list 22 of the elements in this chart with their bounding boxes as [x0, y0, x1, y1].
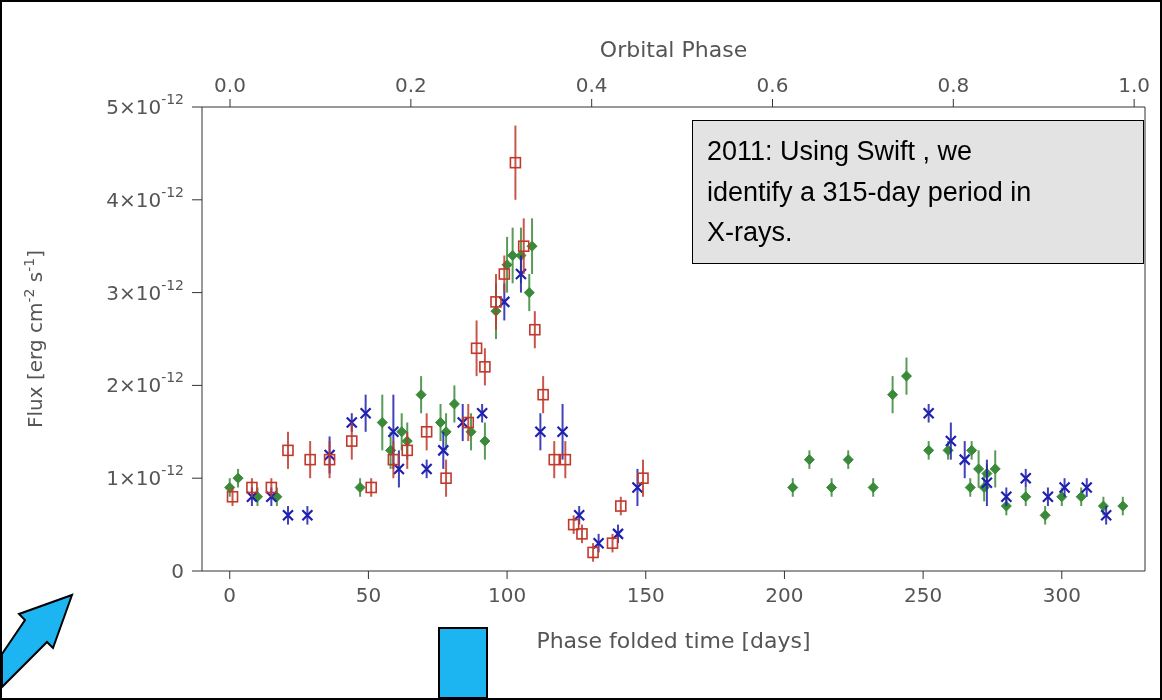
y-tick-label: 2×10$^{-12}$: [106, 369, 184, 398]
x2-tick-label: 0.0: [214, 73, 246, 97]
y-tick-label: 1×10$^{-12}$: [106, 462, 184, 491]
y-tick-label: 0: [171, 559, 184, 583]
y-tick-label: 3×10$^{-12}$: [106, 276, 184, 305]
x-tick-label: 300: [1042, 583, 1081, 607]
x2-tick-label: 0.6: [756, 73, 789, 97]
note-box: 2011: Using Swift , we identify a 315-day period in X-rays.: [692, 120, 1144, 264]
x-tick-label: 150: [626, 583, 665, 607]
y-tick-label: 5×10$^{-12}$: [106, 91, 184, 119]
x2-axis-title: Orbital Phase: [599, 37, 748, 62]
x-tick-label: 200: [765, 583, 804, 607]
x2-tick-label: 0.4: [575, 73, 608, 97]
y-tick-label: 4×10$^{-12}$: [106, 183, 184, 212]
x2-tick-label: 1.0: [1118, 73, 1151, 97]
x-tick-label: 50: [355, 583, 382, 607]
x-tick-label: 0: [223, 583, 237, 607]
x-tick-label: 250: [904, 583, 943, 607]
x2-tick-label: 0.2: [394, 73, 427, 97]
x-axis-title: Phase folded time [days]: [536, 628, 811, 653]
x2-tick-label: 0.8: [937, 73, 970, 97]
x-tick-label: 100: [487, 583, 527, 607]
